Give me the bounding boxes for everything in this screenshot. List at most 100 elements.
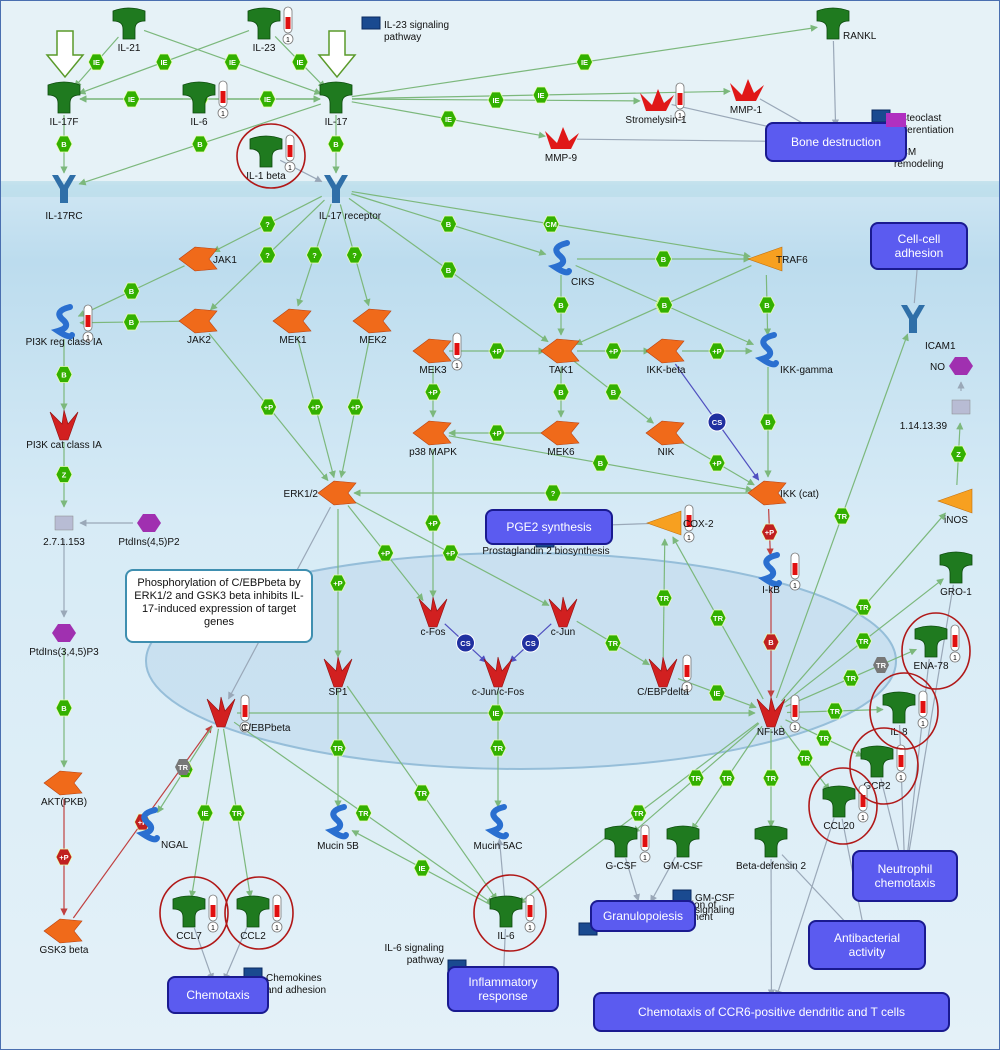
- node-label: IL-17 receptor: [319, 211, 382, 222]
- node-bdef2[interactable]: Beta-defensin 2: [736, 825, 806, 872]
- node-ena78[interactable]: 1 ENA-78: [913, 624, 961, 672]
- node-traf6[interactable]: TRAF6: [747, 246, 808, 272]
- svg-text:and adhesion: and adhesion: [266, 985, 326, 996]
- node-gmcsf[interactable]: GM-CSF: [663, 825, 703, 872]
- node-pi3kcat[interactable]: PI3K cat class IA: [26, 409, 102, 451]
- node-ikkbeta[interactable]: IKK-beta: [645, 338, 686, 376]
- node-tak1[interactable]: TAK1: [540, 338, 580, 376]
- node-gsk3[interactable]: GSK3 beta: [40, 918, 89, 956]
- node-enz114[interactable]: 1.14.13.39: [900, 399, 971, 432]
- node-cebpbeta[interactable]: 1C/EBPbeta: [206, 694, 291, 734]
- node-mek1[interactable]: MEK1: [272, 308, 312, 346]
- node-gro1[interactable]: GRO-1: [939, 551, 973, 598]
- node-ikb[interactable]: 1 I-kB: [757, 552, 801, 596]
- svg-text:B: B: [558, 301, 564, 310]
- process-pge2[interactable]: PGE2 synthesis: [485, 509, 613, 545]
- process-label: Cell-cell: [898, 232, 941, 246]
- svg-text:TR: TR: [846, 674, 857, 683]
- node-il1beta[interactable]: 1IL-1 beta: [246, 134, 296, 182]
- node-ikkcat[interactable]: IKK (cat): [747, 480, 819, 506]
- node-p38[interactable]: p38 MAPK: [409, 420, 457, 458]
- edge-tag: +P: [761, 523, 778, 541]
- node-gcp2[interactable]: 1 GCP2: [860, 744, 907, 792]
- process-chemotaxis[interactable]: Chemotaxis: [167, 976, 269, 1014]
- process-label: adhesion: [895, 246, 944, 260]
- node-ptdins345[interactable]: PtdIns(3,4,5)P3: [29, 624, 99, 658]
- node-ciks[interactable]: CIKS: [547, 240, 595, 288]
- node-mek2[interactable]: MEK2: [352, 308, 392, 346]
- edge-tag: TR: [355, 804, 372, 822]
- node-inos[interactable]: iNOS: [937, 488, 973, 526]
- svg-text:1: 1: [685, 685, 689, 692]
- svg-text:TR: TR: [359, 809, 370, 818]
- process-bone[interactable]: Bone destruction: [765, 122, 907, 162]
- node-ptdins45[interactable]: PtdIns(4,5)P2: [118, 514, 180, 548]
- node-cox2[interactable]: 1 COX-2: [646, 504, 714, 543]
- node-nik[interactable]: NIK: [645, 420, 685, 458]
- node-mmp1[interactable]: MMP-1: [730, 79, 764, 116]
- node-mmp9[interactable]: MMP-9: [545, 127, 579, 164]
- node-cjun[interactable]: c-Jun: [548, 596, 578, 638]
- svg-text:remodeling: remodeling: [894, 159, 943, 170]
- edge-tag: IE: [532, 86, 550, 104]
- svg-text:+P: +P: [59, 853, 68, 862]
- node-label: PtdIns(4,5)P2: [118, 537, 180, 548]
- node-il17f[interactable]: IL-17F: [47, 81, 81, 128]
- node-ccl2[interactable]: 1 CCL2: [236, 894, 283, 942]
- node-il23[interactable]: 1 IL-23: [247, 6, 294, 54]
- process-ccr6[interactable]: Chemotaxis of CCR6-positive dendritic an…: [593, 992, 950, 1032]
- node-no[interactable]: NO: [930, 357, 973, 375]
- svg-text:1: 1: [86, 335, 90, 342]
- node-mucin5ac[interactable]: Mucin 5AC: [474, 804, 523, 852]
- svg-text:1: 1: [861, 815, 865, 822]
- node-mek3[interactable]: 1 MEK3: [412, 332, 463, 376]
- node-il17[interactable]: IL-17: [319, 81, 353, 128]
- node-ikkgamma[interactable]: IKK-gamma: [754, 332, 833, 376]
- svg-text:+P: +P: [446, 549, 455, 558]
- node-il6_top[interactable]: 1 IL-6: [182, 80, 229, 128]
- svg-text:B: B: [197, 140, 203, 149]
- svg-text:+P: +P: [428, 388, 437, 397]
- node-ngal[interactable]: NGAL: [135, 807, 189, 851]
- node-label: IKK-beta: [647, 365, 686, 376]
- node-cjuncfos[interactable]: c-Jun/c-Fos: [472, 656, 524, 698]
- edge-tag: TR: [329, 739, 347, 757]
- node-ccl20[interactable]: 1 CCL20: [822, 784, 869, 832]
- node-il6_bottom[interactable]: 1 IL-6: [489, 894, 536, 942]
- node-cebpdelta[interactable]: 1C/EBPdelta: [637, 654, 693, 698]
- process-granulo[interactable]: Granulopoiesis: [590, 900, 696, 932]
- edge-tag: ?: [259, 246, 276, 264]
- node-enz27[interactable]: 2.7.1.153: [43, 515, 85, 548]
- edge-tag: TR: [855, 598, 872, 616]
- node-erk[interactable]: ERK1/2: [284, 480, 357, 506]
- node-mucin5b[interactable]: Mucin 5B: [317, 804, 359, 852]
- node-gcsf[interactable]: 1 G-CSF: [604, 824, 651, 872]
- node-icam1[interactable]: ICAM1: [901, 305, 956, 352]
- svg-text:+P: +P: [264, 403, 273, 412]
- node-rankl[interactable]: RANKL: [816, 7, 877, 42]
- node-ccl7[interactable]: 1 CCL7: [172, 894, 219, 942]
- node-sp1[interactable]: SP1: [323, 656, 353, 698]
- node-mek6[interactable]: MEK6: [540, 420, 580, 458]
- node-cfos[interactable]: c-Fos: [418, 596, 448, 638]
- node-jak2[interactable]: JAK2: [178, 308, 218, 346]
- node-il17r[interactable]: IL-17 receptor: [319, 175, 382, 222]
- node-label: TRAF6: [776, 255, 808, 266]
- edge-tag: IE: [440, 110, 457, 128]
- edge-tag: +P: [424, 514, 442, 532]
- edge-tag: B: [55, 366, 73, 383]
- node-nfkb[interactable]: 1 NF-kB: [756, 694, 801, 738]
- node-il17rc[interactable]: IL-17RC: [45, 175, 83, 222]
- node-jak1[interactable]: JAK1: [178, 246, 237, 272]
- edge-tag: B: [592, 454, 609, 472]
- node-akt[interactable]: AKT(PKB): [41, 770, 87, 808]
- node-il21[interactable]: IL-21: [112, 7, 146, 54]
